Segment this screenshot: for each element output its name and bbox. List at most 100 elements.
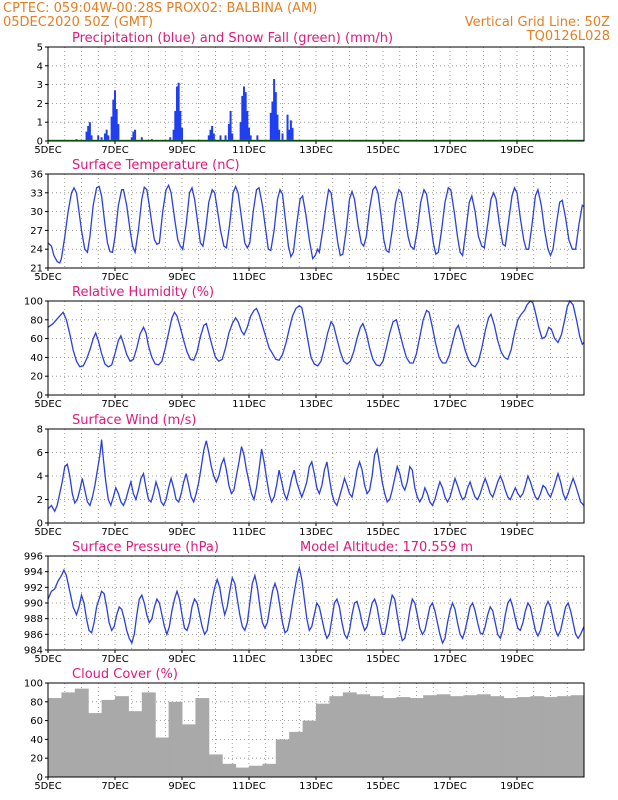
cloud-bar: [289, 731, 304, 777]
precip-bar: [140, 137, 143, 141]
temperature-frame: [47, 173, 585, 269]
precip-bar: [269, 112, 272, 141]
y-tick-label: 984: [24, 646, 43, 657]
cloud-bar: [74, 688, 89, 777]
precip-bar: [207, 135, 210, 141]
cloud-bar: [570, 695, 585, 777]
precip-bar: [88, 122, 91, 141]
cloud-bar: [182, 724, 196, 777]
x-tick-label: 13DEC: [299, 527, 333, 538]
cloud-bar: [517, 697, 531, 777]
x-tick-label: 15DEC: [366, 272, 400, 283]
x-tick-label: 17DEC: [433, 272, 467, 283]
precip-bar: [211, 125, 214, 141]
y-tick-label: 0: [37, 773, 43, 784]
x-tick-label: 5DEC: [34, 527, 61, 538]
x-tick-label: 19DEC: [500, 399, 534, 410]
precip-bar: [241, 95, 244, 141]
x-tick-label: 11DEC: [232, 781, 266, 792]
precip-bar: [242, 86, 245, 141]
y-tick-label: 20: [30, 754, 43, 765]
x-tick-label: 19DEC: [500, 527, 534, 538]
precip-bar: [209, 129, 212, 141]
wind-frame: [47, 428, 585, 524]
temperature-line: [47, 183, 585, 264]
precip-bar: [107, 135, 110, 141]
y-tick-label: 990: [24, 599, 43, 610]
x-tick-label: 11DEC: [232, 527, 266, 538]
cloud-bar: [316, 703, 330, 777]
y-tick-label: 1: [37, 118, 43, 129]
x-tick-label: 11DEC: [232, 272, 266, 283]
y-tick-label: 21: [30, 264, 43, 275]
x-tick-label: 15DEC: [366, 781, 400, 792]
x-tick-label: 17DEC: [433, 527, 467, 538]
precip-bar: [219, 135, 222, 141]
y-tick-label: 33: [30, 188, 43, 199]
precip-bar: [175, 86, 178, 141]
precip-bar: [244, 92, 247, 141]
cloud-bar: [275, 739, 290, 777]
precip-bar: [85, 131, 88, 141]
cloud-bar: [302, 720, 317, 777]
x-tick-label: 5DEC: [34, 654, 61, 665]
y-tick-label: 4: [37, 61, 43, 72]
cloud-bar: [88, 713, 103, 777]
temperature-panel-title: Surface Temperature (nC): [72, 158, 240, 173]
y-tick-label: 4: [37, 472, 43, 483]
precip-bar: [97, 135, 100, 141]
x-tick-label: 13DEC: [299, 654, 333, 665]
y-tick-label: 80: [30, 315, 43, 326]
y-tick-label: 992: [24, 583, 43, 594]
x-tick-label: 17DEC: [433, 145, 467, 156]
precip-bar: [100, 137, 103, 141]
y-tick-label: 2: [37, 495, 43, 506]
cloud-bar: [329, 696, 344, 777]
x-tick-label: 11DEC: [232, 654, 266, 665]
cloud-bar: [141, 692, 156, 777]
precip-bar: [286, 114, 289, 141]
cloud-bar: [249, 765, 263, 777]
cloud-bar: [342, 692, 357, 777]
y-tick-label: 60: [30, 334, 43, 345]
y-tick-label: 996: [24, 552, 43, 563]
precip-bar: [132, 131, 135, 141]
header-location: CPTEC: 059:04W-00:28S PROX02: BALBINA (A…: [3, 1, 317, 16]
cloud-bar: [530, 696, 545, 777]
x-tick-label: 19DEC: [500, 781, 534, 792]
cloud-bar: [450, 696, 464, 777]
y-tick-label: 80: [30, 697, 43, 708]
cloud-bar: [543, 697, 558, 777]
precip-bar: [110, 116, 113, 141]
cloud-bar: [396, 697, 411, 777]
cloud-bar: [476, 694, 491, 777]
cloud-frame: [47, 682, 585, 778]
humidity-panel-title: Relative Humidity (%): [72, 285, 214, 300]
cloud-bar: [409, 698, 424, 777]
precip-bar: [249, 135, 252, 141]
header-grid-note: Vertical Grid Line: 50Z: [465, 15, 610, 30]
y-tick-label: 986: [24, 630, 43, 641]
cloud-bar: [61, 692, 76, 777]
precip-bar: [288, 129, 291, 141]
precip-bar: [181, 127, 183, 141]
precip-bar: [273, 78, 276, 141]
x-tick-label: 9DEC: [168, 399, 195, 410]
x-tick-label: 15DEC: [366, 654, 400, 665]
pressure-line: [47, 565, 585, 645]
precip-bar: [179, 110, 182, 141]
y-tick-label: 5: [37, 43, 43, 54]
y-tick-label: 6: [37, 448, 43, 459]
precip-bar: [130, 137, 133, 141]
precip-bar: [115, 109, 118, 141]
x-tick-label: 7DEC: [101, 145, 128, 156]
x-tick-label: 9DEC: [168, 272, 195, 283]
precip-bar: [169, 137, 172, 141]
precip-bar: [289, 120, 292, 141]
cloud-bar: [463, 695, 478, 777]
header-datetime: 05DEC2020 50Z (GMT): [3, 15, 153, 30]
precip-bar: [229, 110, 232, 141]
precip-bar: [276, 114, 279, 141]
precip-bar: [90, 135, 93, 141]
precip-bar: [112, 99, 115, 141]
